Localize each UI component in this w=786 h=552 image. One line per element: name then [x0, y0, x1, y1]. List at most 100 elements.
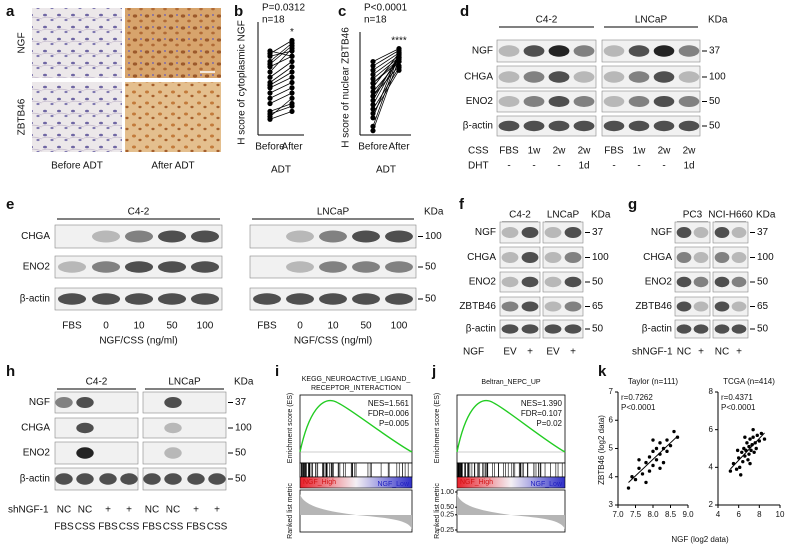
lane-label: 10	[327, 321, 339, 332]
point	[647, 455, 652, 459]
band	[521, 276, 539, 288]
kda-marker: 100	[425, 231, 442, 242]
pair-line	[372, 56, 400, 80]
point	[630, 475, 634, 479]
axis-label: Enrichment score (ES)	[434, 393, 441, 463]
row-label: CHGA	[643, 252, 672, 263]
kda-marker: 50	[235, 474, 247, 485]
panel-label: e	[6, 196, 14, 213]
point	[644, 480, 648, 485]
band	[544, 276, 562, 288]
band	[548, 71, 570, 83]
x-tick-label: 4	[716, 510, 721, 519]
point	[289, 37, 295, 44]
band	[91, 293, 121, 305]
lane-label: +	[105, 505, 111, 516]
band	[99, 473, 117, 485]
pair-line	[269, 55, 293, 68]
band	[544, 227, 562, 238]
band	[653, 45, 675, 57]
band	[187, 473, 205, 485]
row-label: CHGA	[464, 72, 493, 83]
point	[651, 463, 655, 468]
band	[352, 230, 380, 243]
band	[714, 227, 730, 238]
condition-label: CSS	[468, 146, 489, 157]
annotation: P<0.0001	[621, 403, 656, 412]
x-tick-label: Before	[255, 142, 285, 153]
pair-line	[269, 45, 293, 65]
x-tick-label: Before	[358, 142, 388, 153]
row-label: NGF	[29, 397, 50, 408]
band	[678, 45, 700, 57]
band	[548, 96, 570, 107]
lane-label: NC	[145, 505, 159, 516]
band	[603, 71, 625, 83]
kda-marker: 50	[592, 324, 604, 335]
point	[665, 438, 669, 442]
point	[748, 437, 752, 441]
band	[498, 96, 520, 107]
point	[749, 448, 753, 453]
band	[124, 293, 154, 305]
band	[523, 71, 545, 83]
band	[676, 301, 692, 312]
point	[754, 446, 758, 451]
lane-label: 10	[133, 321, 145, 332]
blot-strip	[496, 65, 597, 89]
point	[654, 458, 659, 462]
y-axis-label: ZBTB46 (log2 data)	[597, 415, 606, 485]
band	[676, 324, 692, 334]
lane-label: NC	[677, 347, 691, 358]
lane-label: CSS	[119, 522, 140, 533]
row-label: ENO2	[23, 448, 51, 459]
kda-marker: 50	[757, 324, 769, 335]
band	[498, 45, 520, 57]
point	[735, 448, 740, 453]
significance: ****	[391, 35, 407, 46]
row-label: NGF	[472, 46, 493, 57]
point	[746, 458, 750, 462]
band	[124, 230, 154, 243]
band	[573, 96, 595, 107]
lane-label: NC	[715, 347, 729, 358]
kda-marker: 37	[757, 227, 769, 238]
lane-label: 0	[297, 321, 303, 332]
lane-label: NC	[78, 505, 92, 516]
panel-label: g	[628, 196, 637, 213]
statistic: P=0.005	[379, 419, 410, 428]
chart-title: TCGA (n=414)	[723, 377, 775, 386]
point	[658, 466, 662, 470]
pair-line	[372, 61, 400, 84]
y-tick-label: 4	[609, 472, 614, 481]
y-axis-label: H score of cytoplasmic NGF	[237, 20, 248, 144]
lane-label: -	[507, 161, 510, 172]
lane-label: 2w	[553, 146, 567, 157]
point	[370, 71, 376, 78]
annotation: P<0.0001	[364, 3, 408, 14]
row-label: CHGA	[21, 423, 50, 434]
row-label: ENO2	[469, 277, 497, 288]
band	[731, 227, 747, 238]
band	[731, 301, 747, 312]
x-tick-label: 6	[736, 510, 741, 519]
band	[544, 324, 562, 334]
kda-marker: 100	[235, 423, 252, 434]
pair-line	[269, 97, 293, 117]
statistic: NES=1.561	[368, 399, 410, 408]
group-label: C4-2	[86, 377, 108, 388]
pair-line	[269, 82, 293, 94]
point	[647, 469, 652, 473]
row-label: β-actin	[463, 121, 493, 132]
band	[143, 473, 161, 485]
lane-label: +	[527, 347, 533, 358]
point	[762, 437, 767, 441]
statistic: P=0.02	[536, 419, 562, 428]
row-label: CHGA	[21, 231, 50, 242]
row-label: ZBTB46	[635, 301, 672, 312]
annotation: r=0.4371	[721, 393, 753, 402]
point	[370, 63, 376, 69]
panel-label: i	[275, 363, 279, 380]
panel-label: d	[460, 3, 469, 20]
kda-marker: 50	[425, 294, 437, 305]
